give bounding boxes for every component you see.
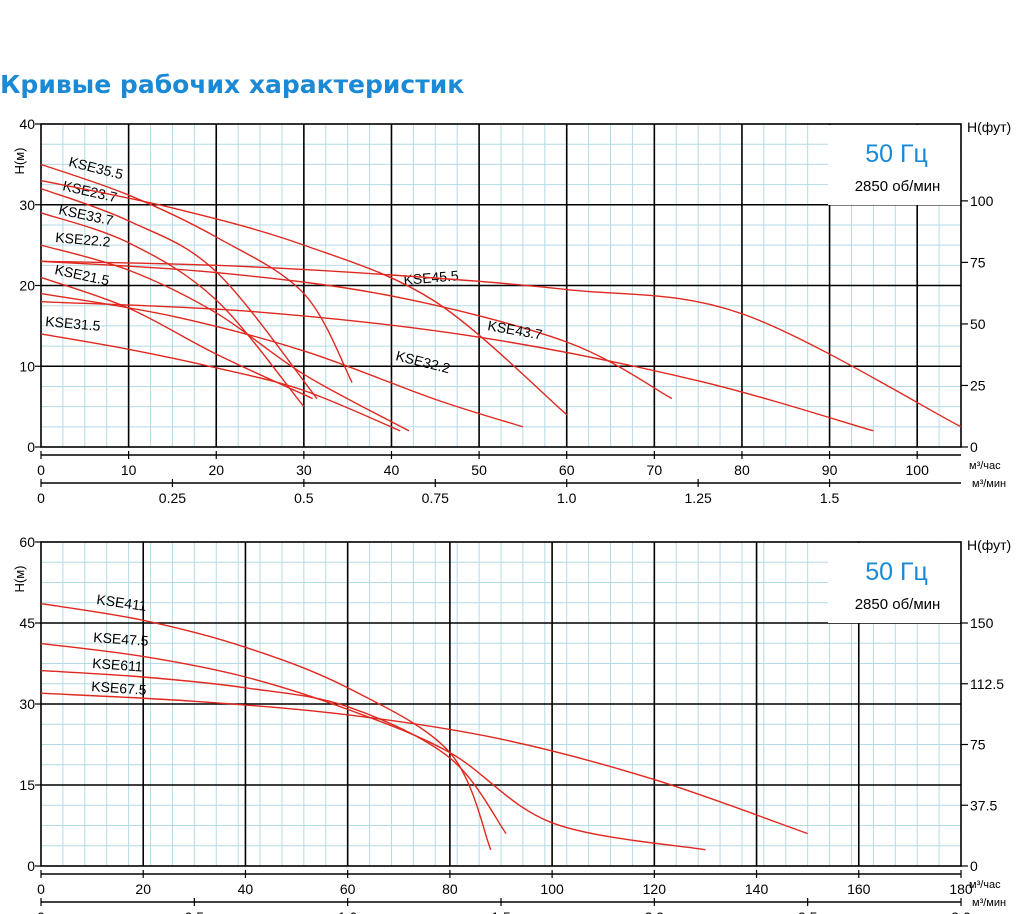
chart1-x-tick-label: 50 <box>471 462 487 478</box>
chart2-y-tick-label: 45 <box>19 615 35 631</box>
chart1-x-tick-label: 90 <box>822 462 838 478</box>
chart2-curve-label-kse67-5: KSE67.5 <box>91 678 147 698</box>
chart2-x-tick-label: 140 <box>745 881 769 897</box>
chart2-x-tick-label: 80 <box>442 881 458 897</box>
chart2-y2-tick-label: 37.5 <box>970 797 997 813</box>
chart2-y-tick-label: 0 <box>27 858 35 874</box>
chart1-y-tick-label: 40 <box>19 116 35 132</box>
chart1-y2-tick-label: 100 <box>970 193 994 209</box>
chart1-x2-tick-label: 1.5 <box>820 490 840 506</box>
chart1-curve-label-kse32-2: KSE32.2 <box>394 347 452 376</box>
chart1-x-tick-label: 0 <box>37 462 45 478</box>
chart1-x2-tick-label: 0.75 <box>422 490 449 506</box>
chart1-y-tick-label: 10 <box>19 358 35 374</box>
chart2-badge-frequency: 50 Гц <box>865 558 928 586</box>
chart1-curve-label-kse31-5: KSE31.5 <box>45 313 102 334</box>
chart1-curve-kse22-2 <box>40 244 410 432</box>
chart1-curve-kse31-5 <box>40 333 401 432</box>
chart2-x-tick-label: 160 <box>847 881 871 897</box>
chart1-x2-tick-label: 0.25 <box>159 490 186 506</box>
chart2-curve-kse611 <box>40 669 507 835</box>
chart2-curve-kse47-5 <box>40 642 706 851</box>
chart2-x-tick-label: 180 <box>949 881 973 897</box>
chart1-curve-kse45-5 <box>40 260 673 400</box>
chart1-x-unit-top: м³/час <box>969 460 1001 472</box>
chart1-curve-unlabeled-10 <box>40 179 568 416</box>
chart1-badge-box <box>828 125 960 205</box>
chart2-x-tick-label: 60 <box>340 881 356 897</box>
chart2-x2-tick-label: 1.0 <box>338 909 358 914</box>
chart1-y-tick-label: 0 <box>27 439 35 455</box>
chart2-y2-tick-label: 75 <box>970 737 986 753</box>
chart2-x2-tick-label: 0.5 <box>185 909 205 914</box>
chart2-badge-speed: 2850 об/мин <box>855 596 941 613</box>
chart1-y2-tick-label: 50 <box>970 316 986 332</box>
chart2-x2-tick-label: 1.5 <box>491 909 511 914</box>
chart2-y-tick-label: 15 <box>19 777 35 793</box>
chart1-x2-tick-label: 0.5 <box>294 490 314 506</box>
chart1-curve-label-kse35-5: KSE35.5 <box>67 153 125 182</box>
chart2-x-tick-label: 40 <box>238 881 254 897</box>
chart1-badge-frequency: 50 Гц <box>865 140 928 168</box>
chart1-x-tick-label: 10 <box>121 462 137 478</box>
chart1-x2-tick-label: 0 <box>37 490 45 506</box>
chart1-x-tick-label: 40 <box>384 462 400 478</box>
chart2-curve-label-kse47-5: KSE47.5 <box>93 629 149 649</box>
chart2-y-tick-label: 60 <box>19 534 35 550</box>
chart1-curve-kse43-7 <box>40 300 874 432</box>
chart1-x-tick-label: 60 <box>559 462 575 478</box>
chart1-curve-kse33-7 <box>40 212 305 408</box>
chart1-y-tick-label: 20 <box>19 278 35 294</box>
chart2-y2-tick-label: 150 <box>970 615 994 631</box>
chart2-x2-tick-label: 2.0 <box>645 909 665 914</box>
chart2-y2-tick-label: 0 <box>970 858 978 874</box>
chart1-badge-speed: 2850 об/мин <box>855 178 941 195</box>
chart2-x2-tick-label: 0 <box>37 909 45 914</box>
chart2-curve-label-kse611: KSE611 <box>92 655 144 674</box>
chart2-curve-label-kse411: KSE411 <box>96 591 148 614</box>
chart1-x-tick-label: 80 <box>734 462 750 478</box>
chart1-curve-unlabeled-9 <box>40 260 962 428</box>
chart2-y2-axis-label: H(фут) <box>967 537 1011 553</box>
chart1-y2-tick-label: 25 <box>970 377 986 393</box>
chart2-x-tick-label: 100 <box>540 881 564 897</box>
chart2-curve-kse67-5 <box>40 692 808 835</box>
chart1-curve-label-kse43-7: KSE43.7 <box>486 317 543 342</box>
chart1-curve-label-kse22-2: KSE22.2 <box>55 229 112 250</box>
chart1-y2-tick-label: 0 <box>970 439 978 455</box>
chart2-x2-tick-label: 3.0 <box>951 909 971 914</box>
chart1-x2-tick-label: 1.25 <box>685 490 712 506</box>
chart2-y-axis-label: H(м) <box>12 566 27 593</box>
chart2-x-unit-top: м³/час <box>969 879 1001 891</box>
chart1-y2-axis-label: H(фут) <box>967 119 1011 135</box>
chart1-curve-kse32-2 <box>40 292 524 428</box>
chart1-y-tick-label: 30 <box>19 197 35 213</box>
chart1-y2-tick-label: 75 <box>970 254 986 270</box>
chart2-x2-tick-label: 2.5 <box>798 909 818 914</box>
chart1-curve-kse23-7 <box>40 187 318 399</box>
chart2-x-tick-label: 20 <box>135 881 151 897</box>
chart1-x-unit-bottom: м³/мин <box>972 478 1006 490</box>
chart2-y2-tick-label: 112.5 <box>970 676 1004 692</box>
chart2-x-tick-label: 0 <box>37 881 45 897</box>
chart1-curve-kse35-5 <box>40 163 353 383</box>
chart2-x-tick-label: 120 <box>643 881 667 897</box>
chart1-y-axis-label: H(м) <box>12 148 27 175</box>
chart1-x-tick-label: 100 <box>906 462 930 478</box>
page-title: Кривые рабочих характеристик <box>0 70 465 99</box>
chart1-x-tick-label: 20 <box>208 462 224 478</box>
chart2-y-tick-label: 30 <box>19 696 35 712</box>
chart1-x-tick-label: 30 <box>296 462 312 478</box>
chart2-curve-kse411 <box>40 602 492 851</box>
chart2-badge-box <box>828 543 960 623</box>
chart1-x-tick-label: 70 <box>647 462 663 478</box>
chart2-x-unit-bottom: м³/мин <box>972 897 1006 909</box>
chart1-x2-tick-label: 1.0 <box>557 490 577 506</box>
